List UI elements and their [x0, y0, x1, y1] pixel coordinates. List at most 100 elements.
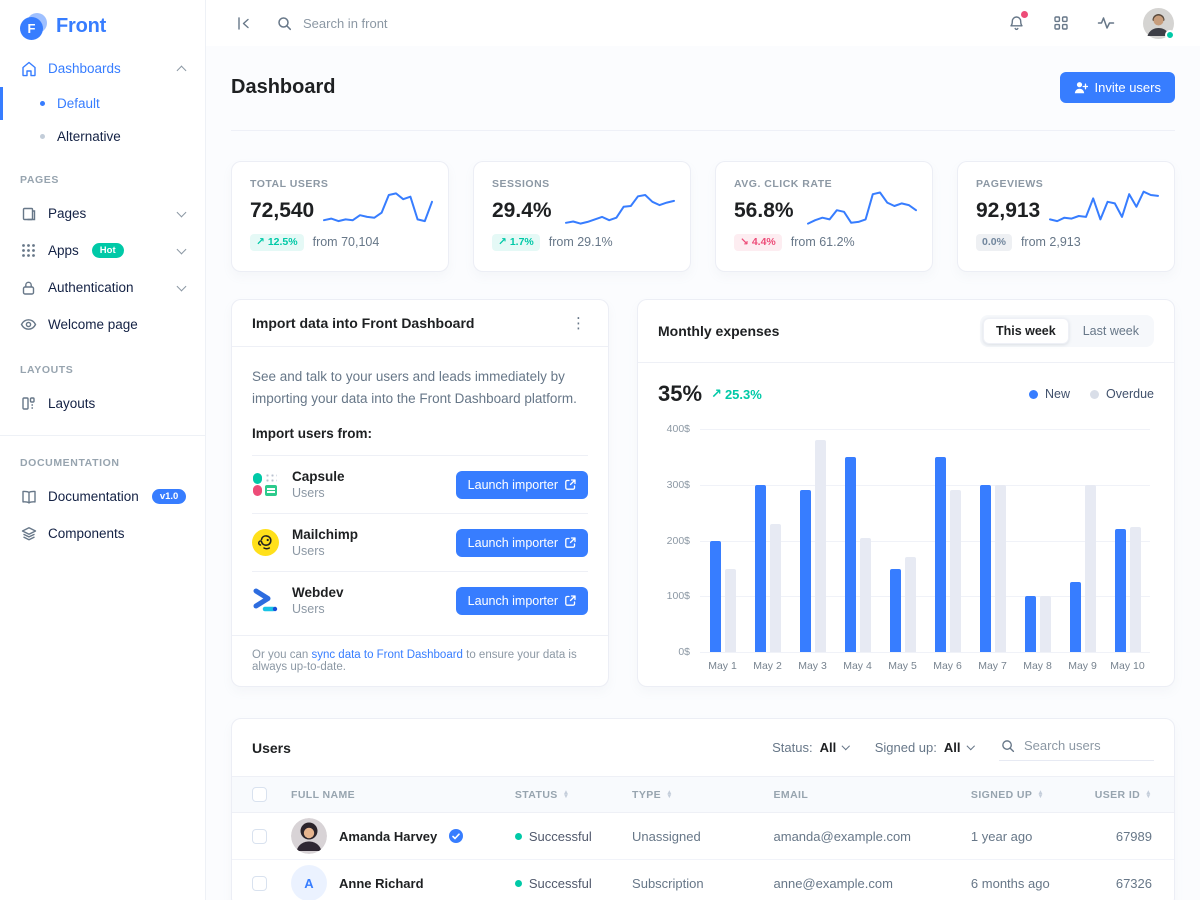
- user-name-link[interactable]: Anne Richard: [339, 875, 424, 891]
- users-card-header: Users Status: All Signed up: All: [232, 719, 1174, 776]
- column-header-status[interactable]: STATUS ▲ ▼: [502, 776, 621, 814]
- users-search-input[interactable]: [1024, 738, 1152, 754]
- chevron-up-icon: [176, 65, 187, 75]
- stat-card-sessions: SESSIONS 29.4% ↗ 1.7% from 29.1%: [473, 161, 691, 272]
- select-all-checkbox[interactable]: [252, 787, 267, 803]
- sync-data-link[interactable]: sync data to Front Dashboard: [311, 649, 463, 662]
- bar-overdue: [994, 484, 1006, 653]
- chevron-down-icon: [176, 281, 187, 291]
- y-axis-tick: 100$: [666, 590, 690, 603]
- bar-new: [754, 484, 766, 653]
- sidebar-heading-documentation: DOCUMENTATION: [20, 457, 120, 469]
- y-axis-tick: 200$: [666, 534, 690, 547]
- bar-new: [889, 568, 901, 653]
- apps-grid-icon[interactable]: [1053, 15, 1069, 31]
- y-axis-tick: 0$: [678, 646, 690, 659]
- this-week-button[interactable]: This week: [982, 318, 1069, 344]
- activity-icon[interactable]: [1097, 16, 1115, 30]
- sidebar-heading-layouts: LAYOUTS: [20, 364, 74, 376]
- launch-importer-button[interactable]: Launch importer: [455, 470, 588, 499]
- mailchimp-logo: [252, 529, 279, 557]
- stat-card-pageviews: PAGEVIEWS 92,913 0.0% from 2,913: [957, 161, 1175, 272]
- bar-overdue: [859, 537, 871, 653]
- row-checkbox[interactable]: [252, 876, 267, 892]
- import-data-card: Import data into Front Dashboard ⋮ See a…: [231, 299, 609, 688]
- legend-item-overdue[interactable]: Overdue: [1090, 387, 1154, 401]
- expenses-plot: [700, 429, 1150, 654]
- trend-up-icon: ↗: [256, 236, 265, 248]
- stat-from: from 70,104: [312, 235, 380, 250]
- change-badge: ↗ 12.5%: [250, 234, 304, 251]
- stat-card-total-users: TOTAL USERS 72,540 ↗ 12.5% from 70,104: [231, 161, 449, 272]
- page-title: Dashboard: [231, 76, 336, 98]
- sparkline-chart: [807, 191, 917, 225]
- expenses-bar-plot: [700, 429, 1150, 653]
- stat-from: from 29.1%: [548, 235, 613, 250]
- kebab-menu-icon[interactable]: ⋮: [571, 314, 586, 332]
- user-name-link[interactable]: Amanda Harvey: [339, 828, 438, 844]
- launch-importer-button[interactable]: Launch importer: [455, 586, 588, 615]
- invite-users-button[interactable]: Invite users: [1059, 72, 1175, 103]
- sidebar-item-welcome-page[interactable]: Welcome page: [0, 306, 205, 343]
- week-toggle: This week Last week: [979, 315, 1154, 347]
- main-area: Dashboard Invite users TOTAL USERS 72,54…: [206, 0, 1200, 900]
- sparkline-chart: [565, 194, 675, 225]
- sort-icon: ▲ ▼: [562, 788, 570, 800]
- bar-overdue: [904, 557, 916, 653]
- collapse-sidebar-icon[interactable]: [236, 16, 251, 31]
- legend-item-new[interactable]: New: [1029, 387, 1070, 401]
- external-link-icon: [565, 595, 576, 607]
- card-title: Monthly expenses: [658, 323, 780, 339]
- bar-new: [709, 540, 721, 653]
- column-header-full-name[interactable]: FULL NAME: [279, 776, 503, 814]
- column-header-email[interactable]: EMAIL: [761, 776, 959, 814]
- column-header-type[interactable]: TYPE ▲ ▼: [620, 776, 762, 814]
- front-logo-icon: F: [20, 13, 47, 40]
- sidebar-item-pages[interactable]: Pages: [0, 195, 205, 232]
- sidebar-subitem-default[interactable]: Default: [0, 87, 205, 120]
- column-header-user-id[interactable]: USER ID ▲ ▼: [1082, 776, 1174, 814]
- bullet-icon: [40, 101, 45, 106]
- pages-icon: [20, 205, 37, 222]
- integration-subtitle: Users: [292, 602, 325, 617]
- sidebar-item-components[interactable]: Components: [0, 515, 205, 552]
- status-filter[interactable]: Status: All: [772, 740, 850, 755]
- avatar: A: [291, 865, 327, 900]
- person-plus-icon: [1074, 81, 1088, 94]
- row-checkbox[interactable]: [252, 829, 267, 845]
- sparkline-chart: [323, 192, 433, 223]
- trend-up-icon: ↗: [711, 386, 722, 401]
- import-subtitle: Import users from:: [252, 426, 588, 457]
- card-title: Users: [252, 739, 291, 756]
- table-row[interactable]: Amanda Harvey Successful Unassigned aman…: [232, 812, 1174, 861]
- search-input[interactable]: [303, 15, 603, 31]
- table-row[interactable]: A Anne Richard Successful Subscription a…: [232, 859, 1174, 900]
- sidebar-item-documentation[interactable]: Documentation v1.0: [0, 478, 205, 515]
- sidebar-item-layouts[interactable]: Layouts: [0, 385, 205, 422]
- sidebar-item-authentication[interactable]: Authentication: [0, 269, 205, 306]
- bar-new: [934, 456, 946, 653]
- x-axis-tick: May 2: [753, 660, 782, 673]
- column-header-signed-up[interactable]: SIGNED UP ▲ ▼: [958, 776, 1083, 814]
- webdev-logo: [252, 587, 279, 614]
- launch-importer-button[interactable]: Launch importer: [455, 528, 588, 557]
- global-search[interactable]: [277, 15, 1008, 31]
- expenses-x-labels: May 1 May 2 May 3 May 4 May 5 May 6 May 7 May 8…: [700, 660, 1150, 678]
- bell-icon[interactable]: [1008, 10, 1028, 32]
- brand-logo[interactable]: F Front: [0, 0, 205, 50]
- sidebar-item-label: Dashboards: [48, 61, 121, 76]
- sidebar-subitem-alternative[interactable]: Alternative: [0, 120, 205, 153]
- stat-card-avg-click-rate: AVG. CLICK RATE 56.8% ↘ 4.4% from 61.2%: [715, 161, 933, 272]
- sidebar-item-apps[interactable]: Apps Hot: [0, 232, 205, 269]
- last-week-button[interactable]: Last week: [1071, 318, 1151, 344]
- sidebar-heading-pages: PAGES: [20, 174, 59, 186]
- sidebar-item-dashboards[interactable]: Dashboards: [0, 50, 205, 87]
- bar-group-may-3: [790, 429, 835, 653]
- account-menu[interactable]: [1143, 7, 1175, 40]
- users-card: Users Status: All Signed up: All: [231, 718, 1175, 900]
- users-search[interactable]: [999, 734, 1154, 762]
- signed-up-filter[interactable]: Signed up: All: [875, 740, 975, 755]
- bar-overdue: [814, 440, 826, 653]
